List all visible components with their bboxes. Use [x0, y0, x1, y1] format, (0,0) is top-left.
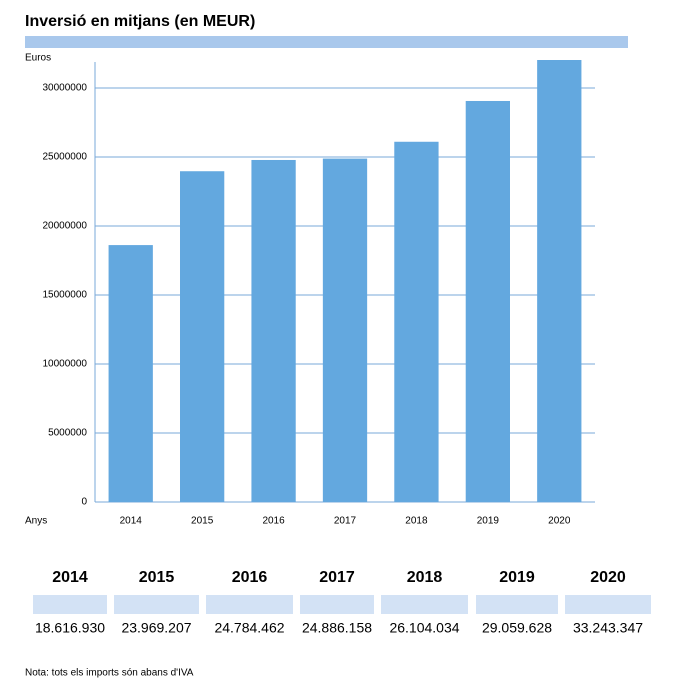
table-value: 18.616.930 — [35, 620, 105, 636]
table-band — [206, 595, 293, 614]
bar — [394, 141, 439, 502]
note: Nota: tots els imports són abans d'IVA — [25, 668, 194, 679]
x-tick-label: 2018 — [405, 516, 428, 527]
title-band — [25, 36, 628, 48]
y-tick-label: 15000000 — [43, 290, 88, 301]
table-year: 2019 — [499, 569, 535, 586]
table-band — [565, 595, 651, 614]
bar — [322, 158, 368, 502]
y-tick-label: 0 — [81, 497, 87, 508]
x-tick-label: 2019 — [477, 516, 500, 527]
x-tick-label: 2017 — [334, 516, 357, 527]
table-year: 2017 — [319, 569, 355, 586]
table-band — [300, 595, 374, 614]
x-tick-label: 2015 — [191, 516, 214, 527]
table-year: 2014 — [52, 569, 88, 586]
table-band — [114, 595, 199, 614]
x-tick-label: 2014 — [120, 516, 143, 527]
table-value: 23.969.207 — [121, 620, 191, 636]
y-tick-label: 25000000 — [43, 152, 88, 163]
y-tick-label: 20000000 — [43, 221, 88, 232]
y-tick-label: 30000000 — [43, 83, 88, 94]
table-band — [33, 595, 107, 614]
table-band — [476, 595, 558, 614]
bar — [108, 245, 153, 502]
bar — [180, 171, 225, 502]
y-axis-label: Euros — [25, 53, 51, 64]
chart-title: Inversió en mitjans (en MEUR) — [25, 13, 255, 30]
table-value: 24.784.462 — [214, 620, 284, 636]
x-tick-label: 2016 — [262, 516, 285, 527]
y-tick-label: 5000000 — [48, 428, 87, 439]
table-value: 29.059.628 — [482, 620, 552, 636]
table-year: 2020 — [590, 569, 626, 586]
y-tick-label: 10000000 — [43, 359, 88, 370]
x-axis-label: Anys — [25, 516, 47, 527]
table-year: 2018 — [407, 569, 443, 586]
table-band — [381, 595, 468, 614]
table-value: 33.243.347 — [573, 620, 643, 636]
table-value: 24.886.158 — [302, 620, 372, 636]
bar — [537, 60, 582, 502]
table-year: 2015 — [139, 569, 175, 586]
x-tick-label: 2020 — [548, 516, 571, 527]
table-value: 26.104.034 — [389, 620, 459, 636]
table-year: 2016 — [232, 569, 268, 586]
bar — [251, 159, 296, 502]
bar — [465, 100, 510, 502]
